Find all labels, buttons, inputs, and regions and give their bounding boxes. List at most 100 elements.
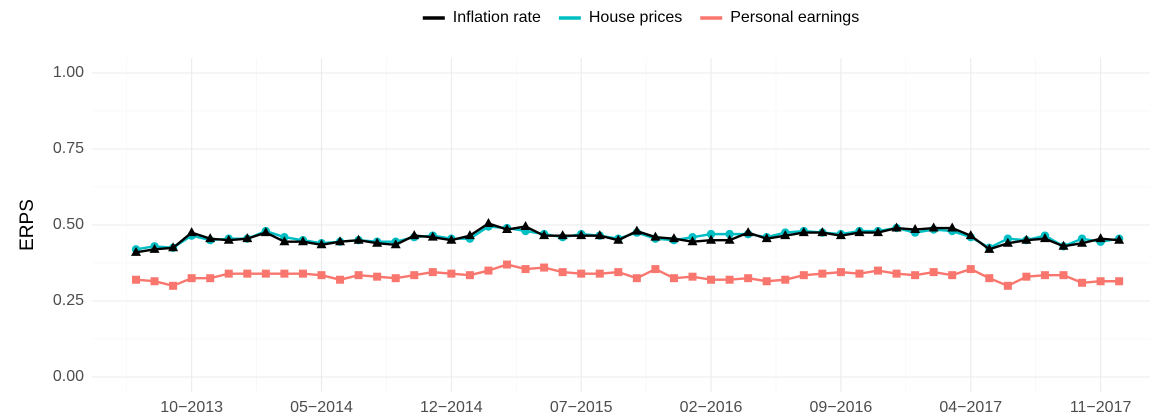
point	[613, 234, 624, 244]
point	[631, 225, 642, 235]
point	[410, 271, 419, 280]
point	[1078, 278, 1087, 287]
point	[1115, 277, 1124, 286]
point	[725, 229, 734, 239]
point	[1114, 234, 1125, 244]
x-tick-label: 10−2013	[160, 399, 223, 416]
point	[1096, 277, 1105, 286]
point	[1040, 271, 1049, 280]
x-tick-label: 04−2017	[939, 399, 1002, 416]
x-tick-label: 09−2016	[810, 399, 873, 416]
point	[947, 222, 958, 232]
point	[928, 222, 939, 232]
point	[725, 275, 734, 284]
point	[503, 260, 511, 269]
point	[390, 239, 401, 249]
point	[316, 239, 327, 249]
point	[539, 230, 550, 240]
point	[650, 231, 661, 241]
x-tick-label: 07−2015	[550, 399, 613, 416]
point	[892, 269, 901, 278]
point	[447, 269, 456, 278]
point	[205, 233, 216, 243]
point	[965, 230, 976, 240]
point	[521, 265, 530, 274]
point	[724, 234, 735, 244]
y-axis-title: ERPS	[17, 199, 38, 251]
point	[743, 227, 754, 237]
y-tick-label: 0.50	[53, 216, 84, 233]
point	[131, 246, 141, 256]
point	[651, 265, 660, 274]
point	[484, 266, 493, 275]
x-tick-label: 12−2014	[420, 399, 483, 416]
point	[132, 275, 140, 284]
point	[558, 268, 567, 277]
point	[687, 236, 698, 246]
point	[242, 233, 253, 243]
point	[373, 272, 382, 281]
point	[594, 230, 605, 240]
point	[706, 234, 717, 244]
y-tick-label: 0.75	[53, 140, 84, 157]
point	[873, 227, 883, 237]
point	[297, 236, 308, 246]
point	[874, 266, 882, 275]
point	[911, 271, 920, 280]
point	[668, 233, 679, 243]
point	[1059, 271, 1068, 280]
point	[706, 229, 716, 239]
point	[577, 269, 586, 278]
point	[836, 268, 845, 277]
point	[372, 237, 383, 247]
point	[595, 269, 604, 278]
point	[465, 271, 474, 280]
point	[353, 234, 364, 244]
point	[780, 230, 791, 240]
point	[799, 271, 808, 280]
point	[279, 236, 290, 246]
legend: Inflation rate House prices Personal earni…	[422, 9, 859, 26]
point	[762, 277, 771, 286]
point	[502, 224, 512, 234]
point	[985, 274, 994, 283]
point	[223, 234, 234, 244]
point	[187, 274, 196, 283]
point	[261, 269, 270, 278]
point	[984, 243, 995, 253]
point	[168, 242, 179, 252]
point	[761, 233, 772, 243]
point	[798, 227, 809, 237]
point	[614, 268, 623, 277]
point	[818, 269, 827, 278]
point	[409, 230, 420, 240]
point	[428, 268, 437, 277]
x-tick-label: 11−2017	[1070, 399, 1132, 416]
point	[1022, 272, 1031, 281]
x-tick-label: 05−2014	[290, 399, 353, 416]
point	[835, 230, 846, 240]
point	[149, 243, 160, 253]
point	[354, 271, 363, 280]
point	[317, 271, 326, 280]
point	[1003, 281, 1012, 290]
point	[557, 230, 568, 240]
x-tick-label: 02−2016	[680, 399, 743, 416]
point	[707, 275, 716, 284]
point	[669, 274, 678, 283]
point	[280, 269, 289, 278]
point	[1039, 233, 1050, 243]
point	[540, 263, 549, 272]
point	[427, 231, 438, 241]
y-tick-label: 1.00	[53, 64, 84, 81]
point	[446, 234, 457, 244]
point	[744, 274, 753, 283]
point	[817, 227, 828, 237]
point	[464, 230, 475, 240]
point	[855, 269, 864, 278]
legend-label: House prices	[589, 9, 682, 26]
point	[576, 230, 587, 240]
point	[206, 274, 215, 283]
